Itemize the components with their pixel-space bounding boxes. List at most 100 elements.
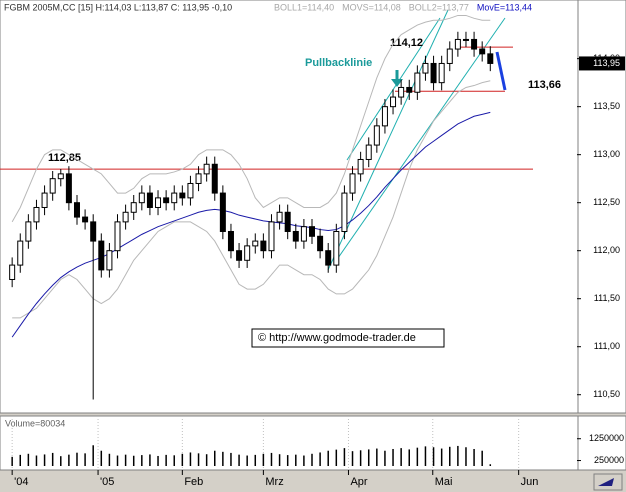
candle-body xyxy=(82,216,89,223)
candle-body xyxy=(479,48,486,55)
candle-body xyxy=(398,86,405,98)
volume-tick-label: 1250000 xyxy=(589,433,624,443)
candle-body xyxy=(333,230,340,266)
channel-line xyxy=(337,17,506,259)
candle-body xyxy=(57,173,64,180)
header-indicator: MovE=113,44 xyxy=(477,2,532,12)
candle-body xyxy=(98,240,105,271)
candle-body xyxy=(155,197,162,208)
candle-body xyxy=(179,192,186,199)
candle-body xyxy=(317,235,324,252)
candle-body xyxy=(227,230,234,252)
candle-body xyxy=(357,158,364,175)
x-tick-label: Mrz xyxy=(265,476,283,488)
copyright-box xyxy=(251,328,445,348)
candle-body xyxy=(138,192,145,204)
candle-body xyxy=(187,182,194,199)
candle-body xyxy=(252,240,259,247)
candle-body xyxy=(41,192,48,208)
candle-body xyxy=(365,144,372,160)
candle-body xyxy=(73,202,80,218)
candle-body xyxy=(462,38,469,41)
candle-body xyxy=(9,264,16,280)
projection-line xyxy=(495,51,507,91)
candle-body xyxy=(260,240,267,252)
candle-body xyxy=(284,211,291,232)
candle-body xyxy=(17,240,24,266)
candle-body xyxy=(471,38,478,50)
volume-pane xyxy=(0,415,579,471)
volume-axis xyxy=(577,415,626,471)
candle-body xyxy=(203,163,210,175)
candle-body xyxy=(414,72,421,93)
candle-body xyxy=(438,62,445,84)
candle-body xyxy=(341,192,348,232)
y-tick-label: 111,00 xyxy=(594,341,620,351)
candle-body xyxy=(195,173,202,184)
candle-body xyxy=(49,178,56,194)
x-tick-label: Jun xyxy=(521,476,539,488)
candle-body xyxy=(292,230,299,242)
candle-body xyxy=(236,250,243,261)
candle-body xyxy=(430,62,437,84)
y-tick-label: 113,50 xyxy=(593,101,620,111)
candle-body xyxy=(122,211,129,223)
level-label: 112,85 xyxy=(48,152,81,164)
candle-body xyxy=(33,206,40,223)
header-indicator: BOLL1=114,40 xyxy=(274,2,334,12)
header-instrument: FGBM 2005M,CC [15] H:114,03 L:113,87 C: … xyxy=(4,2,232,12)
overlay-line xyxy=(11,14,491,223)
corner-icon xyxy=(598,478,614,486)
x-tick-label: '05 xyxy=(100,476,114,488)
candle-body xyxy=(373,125,380,146)
y-tick-label: 110,50 xyxy=(593,389,620,399)
header-indicator: BOLL2=113,77 xyxy=(409,2,469,12)
y-tick-label: 112,50 xyxy=(593,197,620,207)
overlay-line xyxy=(11,111,491,338)
candle-body xyxy=(276,211,283,223)
level-label: 114,12 xyxy=(390,37,423,49)
x-tick-label: Apr xyxy=(350,476,367,488)
candle-body xyxy=(90,221,97,242)
candle-body xyxy=(349,173,356,194)
candle-body xyxy=(146,192,153,208)
y-tick-label: 111,50 xyxy=(594,293,620,303)
last-price-box xyxy=(579,56,625,71)
candle-body xyxy=(390,96,397,108)
y-tick-label: 112,00 xyxy=(593,245,620,255)
candle-body xyxy=(219,192,226,232)
volume-label: Volume=80034 xyxy=(5,418,65,428)
candle-body xyxy=(171,192,178,204)
candle-body xyxy=(309,226,316,237)
annotation: Pullbacklinie xyxy=(305,57,372,69)
candle-body xyxy=(325,250,332,266)
candle-body xyxy=(406,86,413,93)
candle-body xyxy=(300,226,307,242)
candle-body xyxy=(381,106,388,127)
channel-line xyxy=(327,9,449,271)
last-price-label: 113,95 xyxy=(593,58,620,68)
level-label: 113,66 xyxy=(528,79,561,91)
candle-body xyxy=(114,221,121,252)
candle-body xyxy=(163,197,170,204)
y-tick-label: 113,00 xyxy=(593,149,620,159)
header-indicator: MOVS=114,08 xyxy=(342,2,401,12)
overlay-line xyxy=(12,80,491,319)
arrow-head xyxy=(391,79,403,87)
candle-body xyxy=(244,245,251,261)
candle-body xyxy=(454,38,461,50)
volume-tick-label: 250000 xyxy=(594,455,624,465)
candle-body xyxy=(422,62,429,74)
candle-body xyxy=(130,202,137,213)
x-tick-label: Mai xyxy=(435,476,453,488)
copyright: © http://www.godmode-trader.de xyxy=(258,332,416,344)
x-tick-label: '04 xyxy=(14,476,28,488)
candle-body xyxy=(211,163,218,194)
candle-body xyxy=(106,250,113,271)
candle-body xyxy=(65,173,72,204)
channel-line xyxy=(346,17,441,161)
candle-body xyxy=(268,221,275,252)
x-tick-label: Feb xyxy=(184,476,203,488)
